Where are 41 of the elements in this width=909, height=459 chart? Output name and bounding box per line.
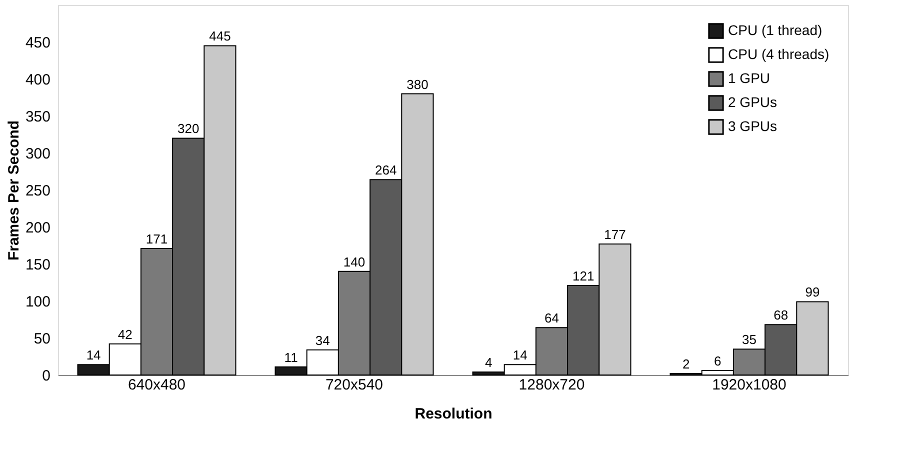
data-label: 264	[375, 162, 397, 178]
x-tick-label: 720x540	[325, 376, 384, 394]
y-tick-label: 250	[25, 182, 50, 200]
data-label: 177	[604, 227, 626, 242]
y-tick-label: 200	[25, 220, 50, 236]
data-label: 320	[178, 121, 200, 136]
y-tick-label: 100	[25, 294, 50, 310]
data-label: 121	[572, 268, 594, 284]
y-tick-label: 300	[25, 146, 50, 162]
x-axis-title: Resolution	[414, 406, 492, 422]
data-label: 11	[284, 350, 298, 365]
y-tick-label: 50	[34, 330, 50, 348]
data-label: 35	[742, 332, 756, 348]
data-label: 140	[343, 254, 366, 270]
data-label: 14	[86, 348, 101, 363]
data-label: 445	[209, 28, 231, 44]
data-label: 64	[544, 310, 559, 326]
data-label: 380	[406, 76, 428, 92]
data-label: 34	[315, 332, 330, 348]
data-label: 99	[805, 284, 820, 300]
y-tick-label: 400	[25, 72, 50, 88]
data-label: 6	[714, 354, 722, 369]
x-tick-label: 1280x720	[518, 376, 585, 394]
data-label: 2	[682, 356, 690, 372]
data-label: 171	[146, 231, 168, 246]
data-label: 68	[774, 308, 788, 323]
x-tick-label: 1920x1080	[712, 376, 786, 394]
y-tick-label: 0	[42, 368, 50, 384]
y-axis-title: Frames Per Second	[5, 120, 22, 261]
legend-label: 2 GPUs	[728, 94, 778, 110]
data-label: 4	[484, 355, 492, 370]
x-tick-label: 640x480	[128, 376, 186, 394]
legend-label: CPU (4 threads)	[728, 46, 830, 62]
y-tick-label: 150	[25, 256, 50, 274]
y-tick-label: 350	[25, 108, 50, 126]
data-label: 14	[512, 348, 528, 363]
legend-label: 3 GPUs	[728, 118, 778, 134]
legend-label: 1 GPU	[728, 70, 770, 86]
data-label: 42	[118, 326, 132, 342]
y-tick-label: 450	[25, 34, 50, 52]
legend-label: CPU (1 thread)	[728, 22, 822, 38]
